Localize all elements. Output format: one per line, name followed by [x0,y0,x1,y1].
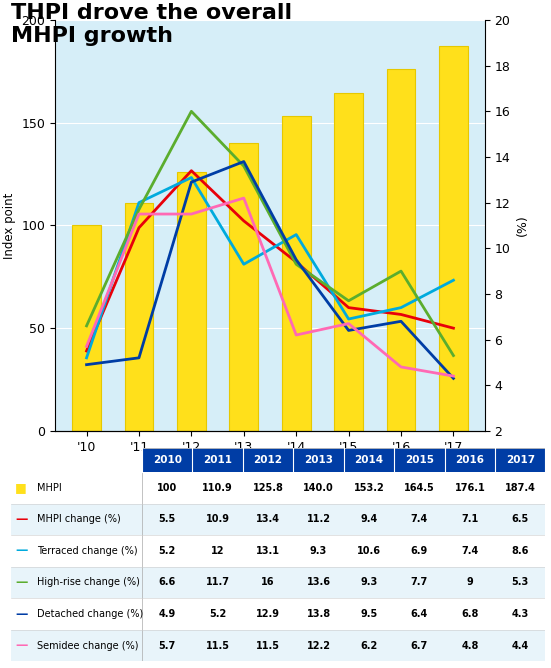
Text: 6.6: 6.6 [159,578,176,587]
FancyBboxPatch shape [11,599,545,630]
Text: 13.6: 13.6 [306,578,331,587]
Text: Terraced change (%): Terraced change (%) [37,546,137,556]
Text: 164.5: 164.5 [404,483,435,493]
Y-axis label: Index point: Index point [3,192,16,259]
Text: 2010: 2010 [153,455,182,465]
Text: 8.6: 8.6 [511,546,529,556]
Text: 2014: 2014 [354,455,383,465]
Text: 2015: 2015 [405,455,434,465]
FancyBboxPatch shape [11,566,545,599]
Text: 12.9: 12.9 [256,609,280,619]
FancyBboxPatch shape [394,448,445,472]
Text: 187.4: 187.4 [505,483,536,493]
Text: THPI drove the overall
MHPI growth: THPI drove the overall MHPI growth [11,3,292,45]
FancyBboxPatch shape [243,448,293,472]
Text: 7.7: 7.7 [410,578,428,587]
Text: MHPI change (%): MHPI change (%) [37,514,121,524]
FancyBboxPatch shape [445,448,495,472]
Bar [334,93,363,431]
Text: 110.9: 110.9 [202,483,233,493]
Text: 125.8: 125.8 [252,483,284,493]
Text: MHPI: MHPI [37,483,61,493]
FancyBboxPatch shape [11,535,545,566]
Text: 4.9: 4.9 [159,609,176,619]
Text: 100: 100 [157,483,177,493]
Text: 153.2: 153.2 [354,483,385,493]
FancyBboxPatch shape [293,448,344,472]
Bar [387,69,415,431]
Text: 13.4: 13.4 [256,514,280,524]
Text: 5.2: 5.2 [159,546,176,556]
Text: 10.6: 10.6 [357,546,381,556]
Text: 7.4: 7.4 [410,514,428,524]
Text: 2013: 2013 [304,455,333,465]
Text: 4.4: 4.4 [512,641,529,651]
Text: —: — [15,513,28,526]
Text: 11.5: 11.5 [206,641,230,651]
Bar [439,46,468,431]
Text: 2017: 2017 [506,455,535,465]
Text: 7.1: 7.1 [461,514,478,524]
Text: 11.2: 11.2 [306,514,331,524]
FancyBboxPatch shape [344,448,394,472]
Text: 6.8: 6.8 [461,609,478,619]
Text: 9.3: 9.3 [310,546,327,556]
Text: 6.4: 6.4 [410,609,428,619]
Text: 4.3: 4.3 [512,609,529,619]
Text: 9: 9 [467,578,473,587]
FancyBboxPatch shape [11,630,545,661]
Text: Semidee change (%): Semidee change (%) [37,641,138,651]
Text: 7.4: 7.4 [461,546,478,556]
Text: 10.9: 10.9 [206,514,230,524]
Text: 11.5: 11.5 [256,641,280,651]
Text: 5.3: 5.3 [512,578,529,587]
Text: 9.3: 9.3 [360,578,377,587]
Text: 5.2: 5.2 [209,609,226,619]
Text: 12: 12 [211,546,224,556]
Text: —: — [15,607,28,621]
Text: 2012: 2012 [253,455,283,465]
Text: 6.5: 6.5 [512,514,529,524]
Y-axis label: (%): (%) [516,214,529,236]
Text: 6.9: 6.9 [410,546,428,556]
Text: 16: 16 [261,578,275,587]
Bar [282,116,311,431]
Text: High-rise change (%): High-rise change (%) [37,578,139,587]
FancyBboxPatch shape [142,448,192,472]
Text: 13.8: 13.8 [306,609,331,619]
Text: 6.2: 6.2 [360,641,377,651]
Text: 4.8: 4.8 [461,641,478,651]
Text: 2016: 2016 [455,455,484,465]
Bar [125,203,153,431]
FancyBboxPatch shape [11,472,545,504]
FancyBboxPatch shape [11,504,545,535]
Bar [72,225,101,431]
Text: 140.0: 140.0 [303,483,334,493]
Text: ■: ■ [15,482,27,494]
FancyBboxPatch shape [142,448,545,472]
Text: 11.7: 11.7 [206,578,230,587]
Text: 5.5: 5.5 [159,514,176,524]
Text: 13.1: 13.1 [256,546,280,556]
Text: —: — [15,544,28,558]
Text: —: — [15,639,28,652]
Text: 176.1: 176.1 [455,483,485,493]
Text: 9.4: 9.4 [360,514,377,524]
FancyBboxPatch shape [495,448,545,472]
Text: Detached change (%): Detached change (%) [37,609,143,619]
Text: —: — [15,576,28,589]
Bar [177,172,206,431]
FancyBboxPatch shape [192,448,243,472]
Text: 2011: 2011 [203,455,232,465]
Text: 12.2: 12.2 [306,641,331,651]
Bar [229,143,258,431]
Text: 6.7: 6.7 [410,641,428,651]
Text: 5.7: 5.7 [159,641,176,651]
Text: 9.5: 9.5 [360,609,377,619]
